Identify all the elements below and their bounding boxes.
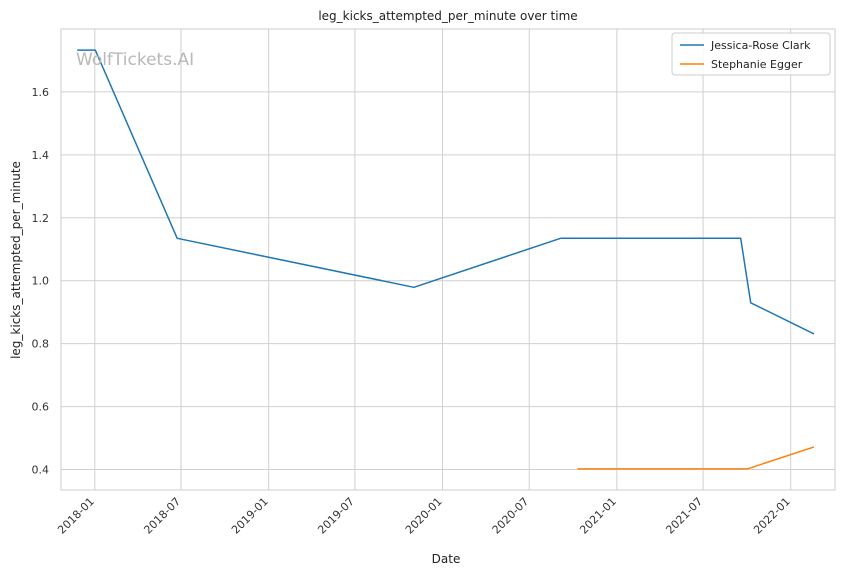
x-tick-label: 2018-01: [55, 495, 97, 537]
x-tick-label: 2019-07: [315, 495, 357, 537]
legend-label-stephanie-egger: Stephanie Egger: [711, 58, 803, 71]
chart-title: leg_kicks_attempted_per_minute over time: [318, 9, 577, 23]
plot-frame: [60, 28, 836, 491]
legend: Jessica-Rose Clark Stephanie Egger: [671, 32, 831, 76]
y-tick-label: 0.8: [32, 338, 50, 351]
x-tick-label: 2022-01: [751, 495, 793, 537]
x-tick-label: 2019-01: [229, 495, 271, 537]
y-tick-label: 1.2: [32, 212, 50, 225]
legend-box: [671, 32, 831, 76]
y-tick-label: 1.6: [32, 86, 50, 99]
y-tick-label: 1.4: [32, 149, 50, 162]
y-tick-label: 0.4: [32, 464, 50, 477]
x-tick-label: 2018-07: [141, 495, 183, 537]
y-axis-label: leg_kicks_attempted_per_minute: [9, 161, 23, 359]
series: [77, 49, 815, 470]
series-line-jessica-rose-clark: [77, 49, 815, 335]
x-tick-label: 2020-07: [490, 495, 532, 537]
watermark-text: WolfTickets.AI: [76, 50, 194, 70]
y-tick-label: 0.6: [32, 401, 50, 414]
y-tick-label: 1.0: [32, 275, 50, 288]
legend-label-jessica-rose-clark: Jessica-Rose Clark: [710, 39, 811, 52]
x-tick-label: 2020-01: [403, 495, 445, 537]
x-axis-label: Date: [432, 552, 461, 566]
series-line-stephanie-egger: [577, 446, 815, 470]
x-tick-label: 2021-01: [577, 495, 619, 537]
x-tick-label: 2021-07: [663, 495, 705, 537]
grid: [61, 29, 835, 490]
